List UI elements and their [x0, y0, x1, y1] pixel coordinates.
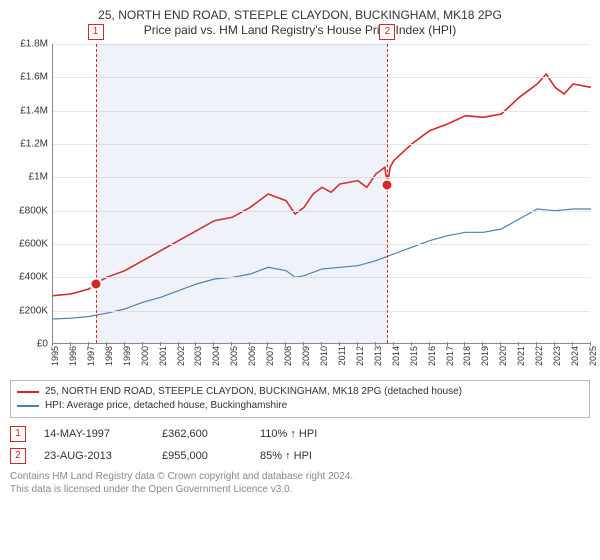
copyright-text: Contains HM Land Registry data © Crown c… — [10, 470, 590, 496]
y-tick-label: £1.6M — [20, 72, 48, 83]
y-tick-label: £600K — [19, 239, 48, 250]
x-tick-label: 1997 — [86, 346, 96, 366]
x-tick-label: 2003 — [193, 346, 203, 366]
y-tick-label: £200K — [19, 305, 48, 316]
transaction-id-badge: 2 — [10, 448, 26, 464]
x-axis-labels: 1995 1996 1997 1998 1999 2000 2001 2002 2003 2004… — [52, 346, 590, 374]
y-tick-label: £0 — [37, 339, 48, 350]
y-tick-label: £1.8M — [20, 39, 48, 50]
x-tick-label: 2001 — [158, 346, 168, 366]
x-tick-label: 2012 — [355, 346, 365, 366]
x-tick-label: 2017 — [445, 346, 455, 366]
x-tick-label: 1996 — [68, 346, 78, 366]
legend-swatch — [17, 391, 39, 393]
x-tick-label: 2011 — [337, 346, 347, 365]
y-axis-labels: £0£200K£400K£600K£800K£1M£1.2M£1.4M£1.6M… — [10, 44, 52, 344]
x-tick-label: 2000 — [140, 346, 150, 366]
y-tick-label: £1.4M — [20, 105, 48, 116]
transaction-price: £362,600 — [162, 428, 242, 440]
transaction-row: 1 14-MAY-1997 £362,600 110% ↑ HPI — [10, 426, 590, 442]
x-tick-label: 2016 — [427, 346, 437, 366]
legend-swatch — [17, 405, 39, 407]
x-tick-label: 2006 — [247, 346, 257, 366]
x-tick-label: 2007 — [265, 346, 275, 366]
y-tick-label: £1M — [29, 172, 48, 183]
transaction-pct: 110% ↑ HPI — [260, 428, 317, 440]
event-vline — [96, 44, 97, 343]
legend-box: 25, NORTH END ROAD, STEEPLE CLAYDON, BUC… — [10, 380, 590, 418]
event-marker — [381, 178, 394, 191]
x-tick-label: 2018 — [462, 346, 472, 366]
transaction-pct: 85% ↑ HPI — [260, 450, 312, 462]
shaded-period — [96, 44, 388, 343]
transaction-price: £955,000 — [162, 450, 242, 462]
x-tick-label: 1995 — [50, 346, 60, 366]
transaction-id-badge: 1 — [10, 426, 26, 442]
x-tick-label: 2021 — [516, 346, 526, 366]
x-tick-label: 2015 — [409, 346, 419, 366]
y-tick-label: £800K — [19, 205, 48, 216]
event-vline — [387, 44, 388, 343]
chart-title: 25, NORTH END ROAD, STEEPLE CLAYDON, BUC… — [10, 8, 590, 23]
event-callout: 1 — [88, 24, 104, 40]
x-tick-label: 2022 — [534, 346, 544, 366]
legend-item: HPI: Average price, detached house, Buck… — [17, 399, 583, 413]
transaction-date: 23-AUG-2013 — [44, 450, 144, 462]
plot-region: 12 — [52, 44, 590, 344]
event-callout: 2 — [379, 24, 395, 40]
x-tick-label: 2019 — [480, 346, 490, 366]
y-tick-label: £1.2M — [20, 139, 48, 150]
x-tick-label: 1999 — [122, 346, 132, 366]
legend-label: HPI: Average price, detached house, Buck… — [45, 399, 287, 413]
x-tick-label: 2004 — [211, 346, 221, 366]
transaction-rows: 1 14-MAY-1997 £362,600 110% ↑ HPI 2 23-AUG-20… — [10, 426, 590, 464]
x-tick-label: 2005 — [229, 346, 239, 366]
x-tick-label: 2014 — [391, 346, 401, 366]
x-tick-label: 2009 — [301, 346, 311, 366]
x-tick-label: 2002 — [176, 346, 186, 366]
x-tick-label: 2023 — [552, 346, 562, 366]
x-tick-label: 2025 — [588, 346, 598, 366]
legend-label: 25, NORTH END ROAD, STEEPLE CLAYDON, BUC… — [45, 385, 462, 399]
x-tick-label: 2020 — [498, 346, 508, 366]
x-tick-label: 1998 — [104, 346, 114, 366]
copyright-line2: This data is licensed under the Open Gov… — [10, 483, 590, 496]
chart-area: £0 £200K £400K £600K £800K £1M £1.2M £1.4M £1.6M… — [10, 44, 590, 374]
transaction-date: 14-MAY-1997 — [44, 428, 144, 440]
event-marker — [89, 277, 102, 290]
x-tick-label: 2013 — [373, 346, 383, 366]
x-tick-label: 2008 — [283, 346, 293, 366]
y-tick-label: £400K — [19, 272, 48, 283]
transaction-row: 2 23-AUG-2013 £955,000 85% ↑ HPI — [10, 448, 590, 464]
legend-item: 25, NORTH END ROAD, STEEPLE CLAYDON, BUC… — [17, 385, 583, 399]
x-tick-label: 2024 — [570, 346, 580, 366]
copyright-line1: Contains HM Land Registry data © Crown c… — [10, 470, 590, 483]
x-tick-label: 2010 — [319, 346, 329, 366]
